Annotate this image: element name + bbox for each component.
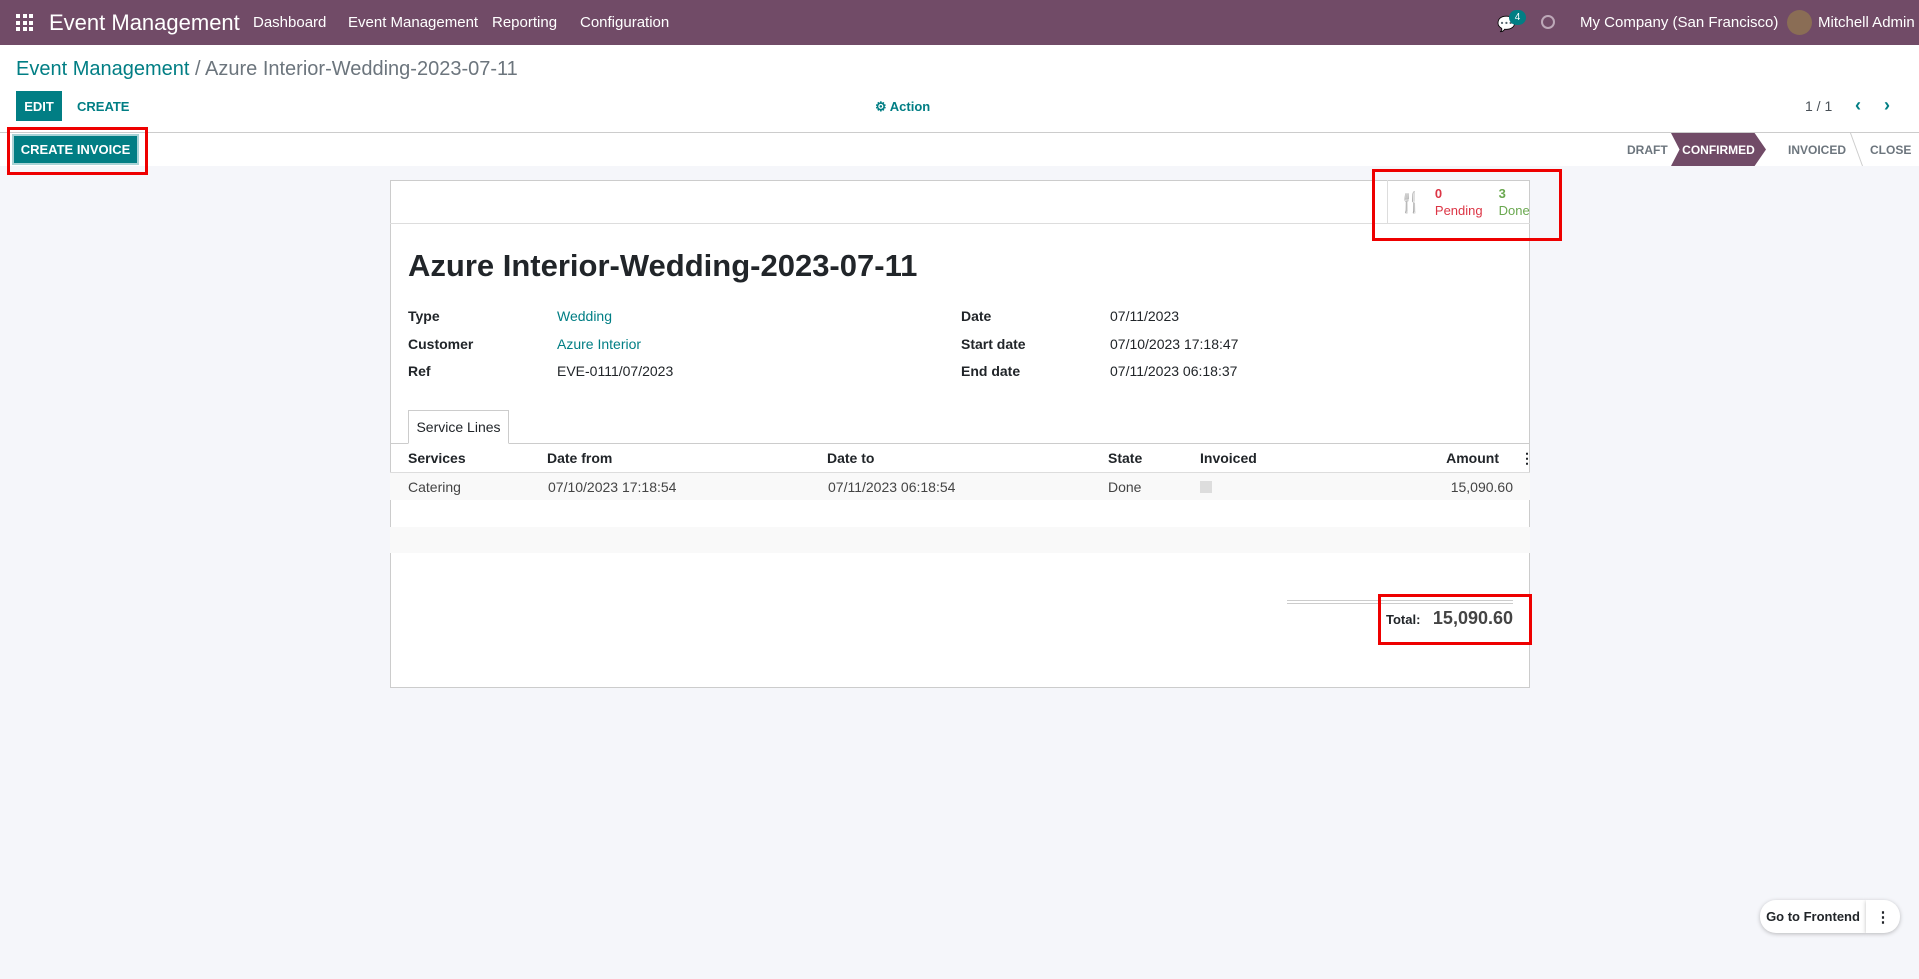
menu-configuration[interactable]: Configuration [580, 14, 670, 31]
pager-value[interactable]: 1 / 1 [1805, 98, 1833, 114]
type-label: Type [408, 308, 440, 324]
header-divider [390, 472, 1530, 473]
breadcrumb-current: Azure Interior-Wedding-2023-07-11 [205, 58, 518, 80]
total-value: 15,090.60 [1432, 608, 1513, 628]
total-label: Total: [1386, 612, 1421, 627]
cell-state: Done [1108, 479, 1142, 495]
pending-count: 0 [1434, 186, 1443, 201]
chat-count-badge: 4 [1509, 10, 1526, 25]
col-date-to[interactable]: Date to [827, 450, 875, 466]
gear-icon: ⚙ [875, 99, 890, 114]
col-amount[interactable]: Amount [1446, 450, 1499, 466]
customer-label: Customer [408, 336, 474, 352]
action-label: Action [889, 99, 931, 114]
breadcrumb: Event Management / Azure Interior-Weddin… [16, 58, 518, 81]
stage-close[interactable]: CLOSE [1870, 143, 1912, 157]
breadcrumb-separator: / [189, 58, 206, 80]
activity-clock-icon[interactable] [1541, 15, 1555, 29]
chevron-left-icon[interactable]: ‹ [1855, 95, 1861, 115]
customer-value[interactable]: Azure Interior [557, 336, 642, 352]
app-title[interactable]: Event Management [49, 10, 240, 35]
tab-divider [390, 443, 1530, 444]
apps-menu-icon[interactable] [16, 14, 33, 31]
stage-draft[interactable]: DRAFT [1627, 143, 1668, 157]
create-invoice-button[interactable]: CREATE INVOICE [12, 134, 139, 165]
avatar[interactable] [1787, 10, 1812, 35]
invoiced-checkbox [1200, 481, 1212, 493]
button-box [390, 180, 1530, 224]
cell-service: Catering [408, 479, 461, 495]
stage-confirmed[interactable]: CONFIRMED [1671, 133, 1766, 166]
type-value[interactable]: Wedding [557, 308, 613, 324]
breadcrumb-parent[interactable]: Event Management [16, 58, 190, 80]
ref-label: Ref [408, 363, 431, 379]
pending-label: Pending [1434, 203, 1483, 218]
more-options-icon[interactable]: ⋮ [1866, 900, 1900, 933]
done-count: 3 [1498, 186, 1506, 201]
edit-button[interactable]: EDIT [16, 91, 62, 121]
create-button[interactable]: CREATE [77, 99, 130, 114]
date-label: Date [961, 308, 992, 324]
menu-dashboard[interactable]: Dashboard [253, 14, 327, 31]
chevron-right-icon[interactable]: › [1884, 95, 1890, 115]
start-date-label: Start date [961, 336, 1026, 352]
company-switcher[interactable]: My Company (San Francisco) [1580, 14, 1779, 31]
highlight-create-invoice [7, 127, 148, 175]
services-smart-button[interactable]: 🍴 0 Pending 3 Done [1387, 180, 1530, 224]
date-value: 07/11/2023 [1110, 308, 1180, 324]
action-menu[interactable]: ⚙ Action [875, 99, 930, 115]
cell-date-to: 07/11/2023 06:18:54 [828, 479, 956, 495]
done-label: Done [1498, 203, 1530, 218]
highlight-smart-button [1372, 169, 1562, 241]
col-state[interactable]: State [1108, 450, 1143, 466]
stage-invoiced[interactable]: INVOICED [1788, 143, 1847, 157]
cell-amount: 15,090.60 [1450, 479, 1513, 495]
top-navbar [0, 0, 1919, 45]
highlight-total [1378, 594, 1532, 645]
go-to-frontend-button[interactable]: Go to Frontend [1760, 900, 1866, 933]
user-menu[interactable]: Mitchell Admin [1818, 14, 1915, 31]
menu-event-management[interactable]: Event Management [348, 14, 479, 31]
total-divider [1287, 600, 1513, 604]
ref-value: EVE-0111/07/2023 [557, 363, 674, 379]
cell-date-from: 07/10/2023 17:18:54 [548, 479, 677, 495]
col-date-from[interactable]: Date from [547, 450, 613, 466]
cutlery-icon: 🍴 [1398, 191, 1423, 214]
column-options-icon[interactable]: ⋮ [1520, 450, 1534, 466]
record-title: Azure Interior-Wedding-2023-07-11 [408, 248, 918, 283]
empty-row [390, 527, 1530, 553]
start-date-value: 07/10/2023 17:18:47 [1110, 336, 1239, 352]
statusbar [0, 132, 1919, 166]
col-services[interactable]: Services [408, 450, 466, 466]
end-date-label: End date [961, 363, 1021, 379]
menu-reporting[interactable]: Reporting [492, 14, 558, 31]
table-row[interactable] [390, 473, 1530, 500]
end-date-value: 07/11/2023 06:18:37 [1110, 363, 1238, 379]
tab-service-lines[interactable]: Service Lines [408, 410, 509, 444]
col-invoiced[interactable]: Invoiced [1200, 450, 1257, 466]
